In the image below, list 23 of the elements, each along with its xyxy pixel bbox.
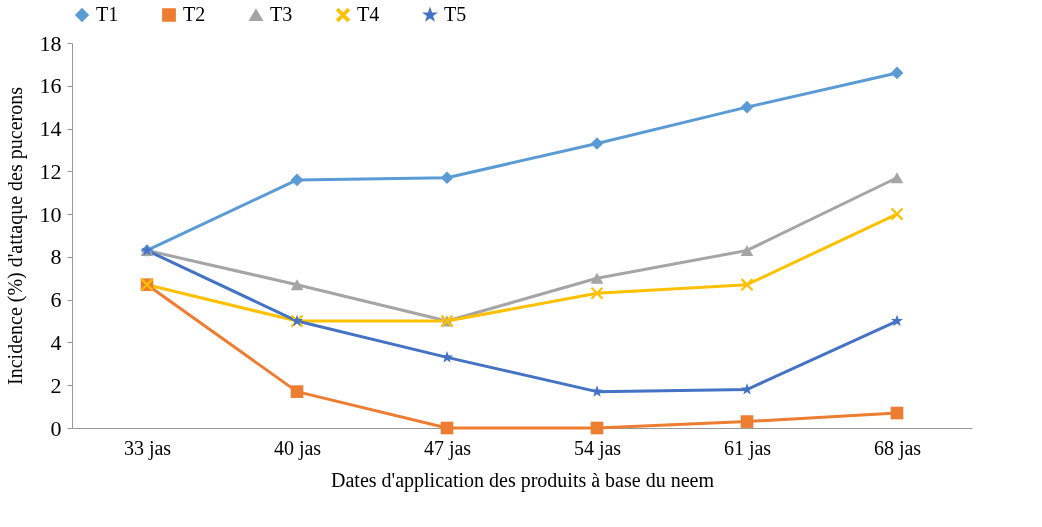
x-axis-title: Dates d'application des produits à base du neem — [331, 468, 715, 492]
x-tick-label: 54 jas — [573, 436, 622, 460]
y-tick-label: 6 — [50, 287, 62, 313]
legend-label: T4 — [357, 3, 380, 25]
x-tick-label: 40 jas — [273, 436, 322, 460]
y-tick-label: 4 — [50, 329, 62, 355]
y-axis-title: Incidence (%) d'attaque des pucerons — [3, 86, 27, 385]
y-tick-label: 10 — [39, 201, 62, 227]
x-tick-label: 68 jas — [873, 436, 922, 460]
y-tick-label: 16 — [39, 73, 62, 99]
y-tick-label: 0 — [50, 415, 62, 441]
legend-label: T3 — [270, 3, 293, 25]
y-tick-label: 14 — [39, 116, 62, 142]
legend-label: T1 — [96, 3, 119, 25]
x-tick-label: 61 jas — [723, 436, 772, 460]
y-tick-label: 8 — [50, 244, 62, 270]
y-tick-label: 12 — [39, 158, 62, 184]
x-tick-label: 47 jas — [423, 436, 472, 460]
y-tick-label: 18 — [39, 30, 62, 56]
x-tick-label: 33 jas — [123, 436, 172, 460]
y-tick-label: 2 — [50, 372, 62, 398]
legend-label: T5 — [444, 3, 467, 25]
legend-label: T2 — [183, 3, 206, 25]
